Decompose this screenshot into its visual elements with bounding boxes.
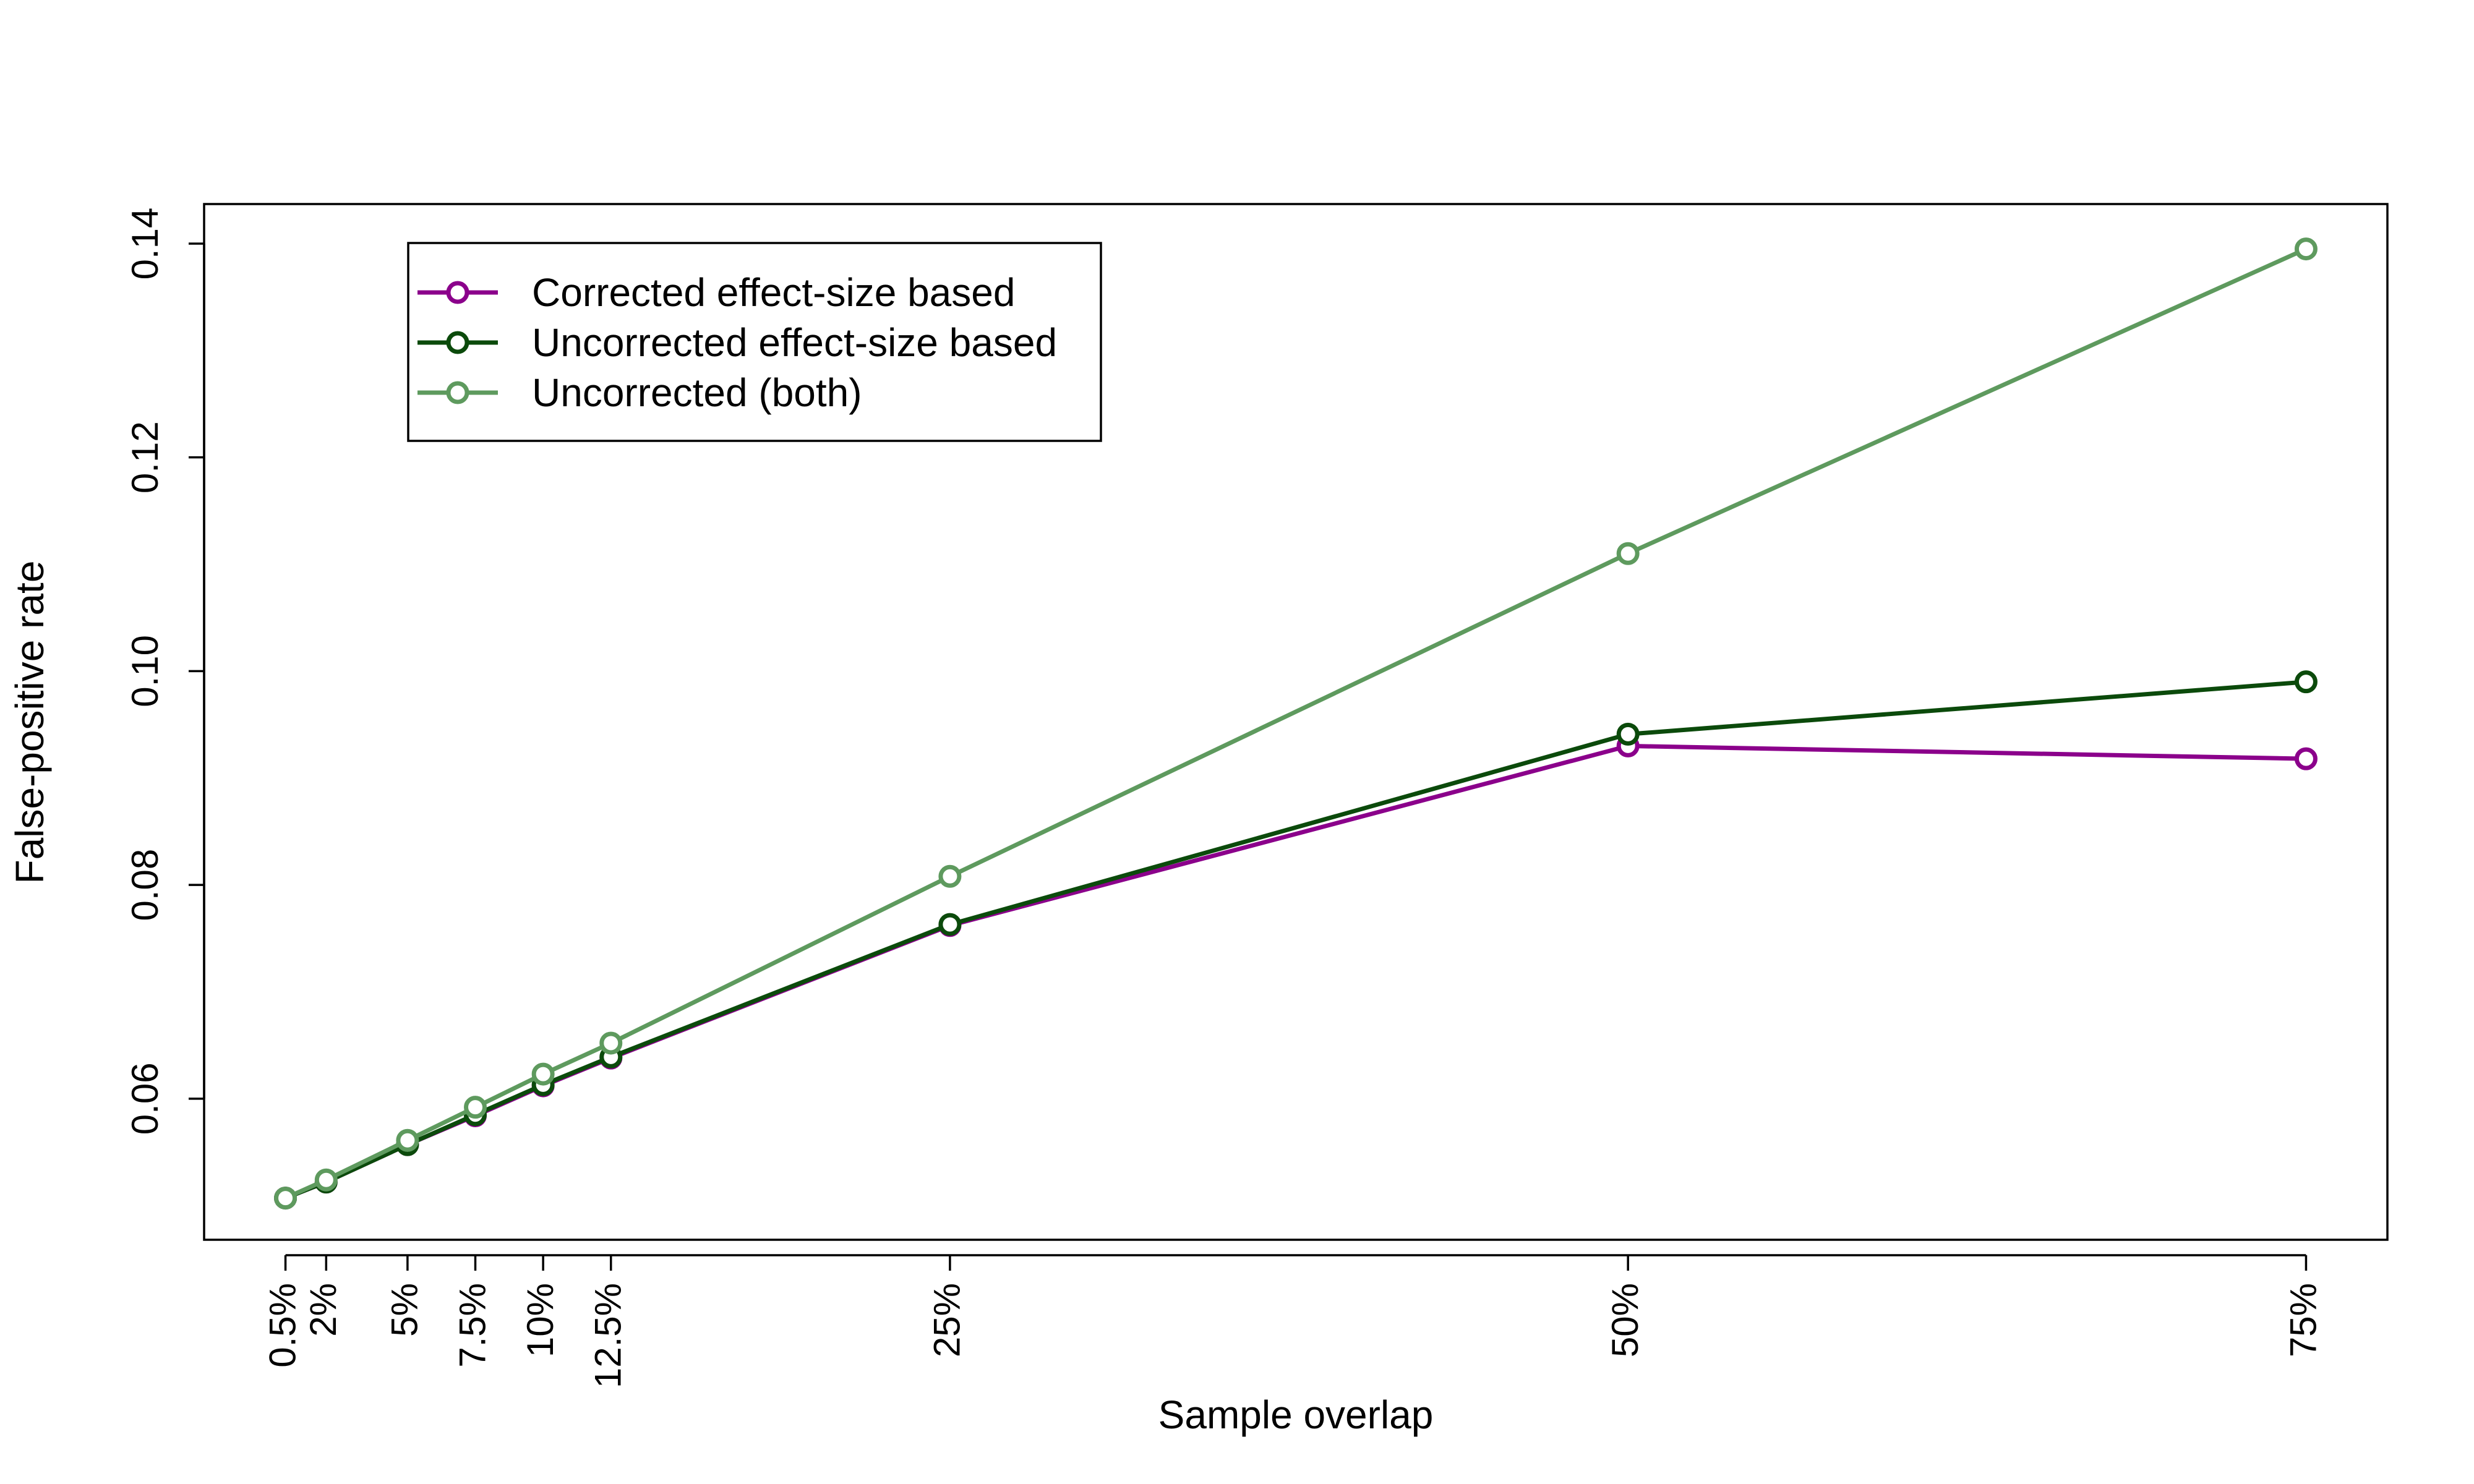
data-point xyxy=(531,1062,555,1086)
y-axis: 0.06 0.08 0.10 0.12 0.14 xyxy=(124,208,205,1135)
x-tick-label: 25% xyxy=(927,1283,968,1357)
legend-label: Uncorrected (both) xyxy=(532,370,862,415)
data-point xyxy=(1616,542,1640,565)
y-tick-label: 0.10 xyxy=(124,635,166,707)
data-point xyxy=(274,1187,297,1210)
series-1 xyxy=(274,734,2318,1210)
data-point xyxy=(599,1031,623,1055)
x-tick-label: 75% xyxy=(2282,1283,2324,1357)
legend: Corrected effect-size based Uncorrected e… xyxy=(407,242,1102,442)
data-point xyxy=(2294,670,2318,694)
data-point xyxy=(938,864,962,888)
y-tick-label: 0.06 xyxy=(124,1062,166,1135)
data-point xyxy=(464,1096,487,1119)
x-tick-label: 5% xyxy=(384,1283,426,1337)
x-tick-label: 7.5% xyxy=(452,1283,493,1368)
x-tick-label: 10% xyxy=(520,1283,561,1357)
legend-label: Uncorrected effect-size based xyxy=(532,320,1057,365)
legend-swatch-marker xyxy=(446,331,469,354)
series-3 xyxy=(274,237,2318,1210)
legend-label: Corrected effect-size based xyxy=(532,270,1015,315)
y-tick-label: 0.08 xyxy=(124,849,166,921)
legend-swatch-marker xyxy=(446,381,469,404)
x-tick-label: 2% xyxy=(302,1283,344,1337)
series-line xyxy=(285,743,2306,1200)
data-point xyxy=(1616,722,1640,746)
x-axis: 0.5%2% 5% 7.5% 10% 12.5% 25% 50% 75% xyxy=(262,1254,2324,1388)
x-tick-label: 0.5% xyxy=(262,1283,303,1368)
x-axis-title: Sample overlap xyxy=(1158,1392,1434,1437)
series-layer xyxy=(274,237,2318,1210)
y-tick-label: 0.14 xyxy=(124,208,166,280)
data-point xyxy=(2294,237,2318,261)
data-point xyxy=(2294,747,2318,770)
series-line xyxy=(285,680,2306,1200)
x-tick-label: 12.5% xyxy=(588,1283,629,1388)
data-point xyxy=(938,913,962,936)
legend-box xyxy=(407,242,1102,442)
legend-swatch-marker xyxy=(446,281,469,304)
data-point xyxy=(314,1168,338,1192)
y-tick-label: 0.12 xyxy=(124,421,166,493)
x-tick-label: 50% xyxy=(1604,1283,1646,1357)
data-point xyxy=(396,1128,419,1152)
y-axis-title: False-positive rate xyxy=(7,561,52,884)
